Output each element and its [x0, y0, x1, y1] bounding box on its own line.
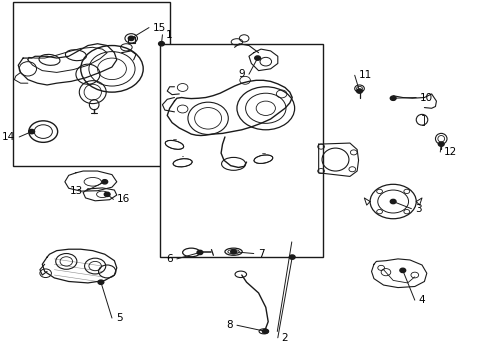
Circle shape: [391, 96, 396, 100]
Text: 3: 3: [416, 204, 422, 214]
Text: 5: 5: [116, 313, 122, 323]
Circle shape: [159, 41, 164, 46]
Circle shape: [104, 192, 110, 197]
Circle shape: [128, 36, 134, 41]
Circle shape: [197, 250, 203, 255]
Bar: [13, 3, 170, 166]
Text: 8: 8: [226, 320, 233, 330]
Text: 7: 7: [258, 248, 264, 258]
Circle shape: [439, 142, 444, 146]
Circle shape: [391, 199, 396, 204]
Text: 2: 2: [282, 333, 288, 343]
Circle shape: [289, 255, 295, 259]
Text: 16: 16: [117, 194, 130, 204]
Circle shape: [29, 130, 35, 134]
Text: 10: 10: [420, 93, 433, 103]
Circle shape: [98, 280, 104, 284]
Text: 11: 11: [359, 70, 372, 80]
Text: 9: 9: [239, 69, 245, 79]
Bar: [128, 37, 135, 43]
Circle shape: [255, 56, 261, 60]
Bar: [160, 44, 323, 257]
Text: 13: 13: [70, 186, 83, 196]
Text: 14: 14: [2, 132, 15, 142]
Circle shape: [263, 329, 268, 333]
Circle shape: [400, 268, 406, 273]
Circle shape: [102, 180, 108, 184]
Text: 6: 6: [167, 254, 173, 264]
Circle shape: [357, 89, 363, 93]
Circle shape: [231, 249, 237, 254]
Text: 1: 1: [166, 30, 173, 40]
Text: 4: 4: [418, 295, 425, 305]
Text: 15: 15: [153, 23, 166, 33]
Text: 12: 12: [444, 147, 457, 157]
